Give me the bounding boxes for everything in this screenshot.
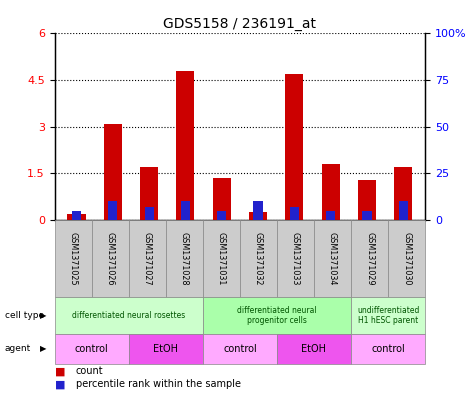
Bar [108,201,117,220]
Bar [67,214,86,220]
Text: undifferentiated
H1 hESC parent: undifferentiated H1 hESC parent [357,306,419,325]
Text: control: control [223,344,257,354]
Text: GSM1371033: GSM1371033 [291,232,300,285]
Bar [326,211,335,220]
Bar [322,164,340,220]
Text: control: control [371,344,405,354]
Text: differentiated neural
progenitor cells: differentiated neural progenitor cells [237,306,317,325]
Bar [254,201,263,220]
Text: ■: ■ [55,379,65,389]
Text: cell type: cell type [5,311,44,320]
Text: GSM1371031: GSM1371031 [217,232,226,285]
Bar [249,212,267,220]
Text: EtOH: EtOH [153,344,178,354]
Bar [176,71,194,220]
Text: ▶: ▶ [39,344,46,353]
Bar [104,124,122,220]
Text: ■: ■ [55,366,65,376]
Text: GSM1371025: GSM1371025 [69,231,77,285]
Bar [213,178,231,220]
Text: differentiated neural rosettes: differentiated neural rosettes [72,311,185,320]
Bar [144,207,153,220]
Text: GSM1371026: GSM1371026 [106,231,114,285]
Bar [394,167,412,220]
Bar [358,180,376,220]
Bar [217,211,226,220]
Text: GSM1371029: GSM1371029 [365,231,374,285]
Text: GSM1371030: GSM1371030 [402,232,411,285]
Text: control: control [75,344,109,354]
Bar [290,207,299,220]
Bar [72,211,81,220]
Bar [399,201,408,220]
Title: GDS5158 / 236191_at: GDS5158 / 236191_at [163,17,316,31]
Bar [140,167,158,220]
Text: GSM1371028: GSM1371028 [180,231,189,285]
Text: GSM1371032: GSM1371032 [254,231,263,285]
Bar [362,211,371,220]
Text: percentile rank within the sample: percentile rank within the sample [76,379,241,389]
Text: EtOH: EtOH [302,344,326,354]
Text: count: count [76,366,104,376]
Bar [181,201,190,220]
Text: GSM1371034: GSM1371034 [328,232,337,285]
Text: agent: agent [5,344,31,353]
Text: ▶: ▶ [39,311,46,320]
Bar [285,74,304,220]
Text: GSM1371027: GSM1371027 [143,231,152,285]
